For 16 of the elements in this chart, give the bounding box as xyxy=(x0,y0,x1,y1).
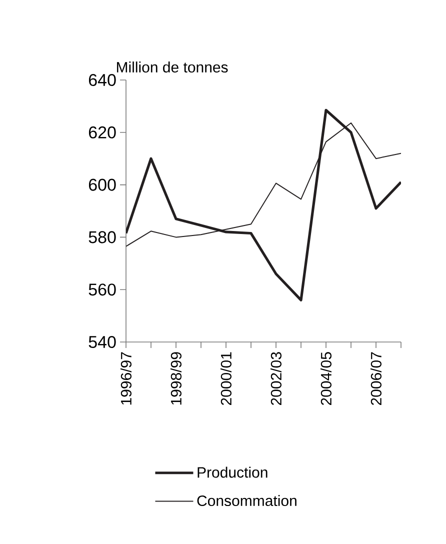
y-tick-label: 640 xyxy=(88,74,116,86)
y-tick-label: 580 xyxy=(88,231,116,244)
x-tick-label: 1996/97 xyxy=(120,352,132,405)
line-series xyxy=(126,108,401,302)
legend-label: Production xyxy=(198,466,268,478)
y-tick-label: 540 xyxy=(88,336,116,348)
x-tick-label: 2002/03 xyxy=(270,352,282,405)
x-tick-label: 1998/99 xyxy=(170,352,182,405)
legend-label: Consommation xyxy=(197,495,296,506)
y-axis-title: Million de tonnes xyxy=(117,62,228,73)
x-tick-label: 2004/05 xyxy=(320,352,332,405)
y-tick-label: 600 xyxy=(88,178,116,191)
x-tick-label: 2000/01 xyxy=(220,352,232,405)
y-tick-label: 560 xyxy=(88,284,116,296)
x-tick-label: 2006/07 xyxy=(370,352,382,405)
y-tick-label: 620 xyxy=(88,126,116,138)
